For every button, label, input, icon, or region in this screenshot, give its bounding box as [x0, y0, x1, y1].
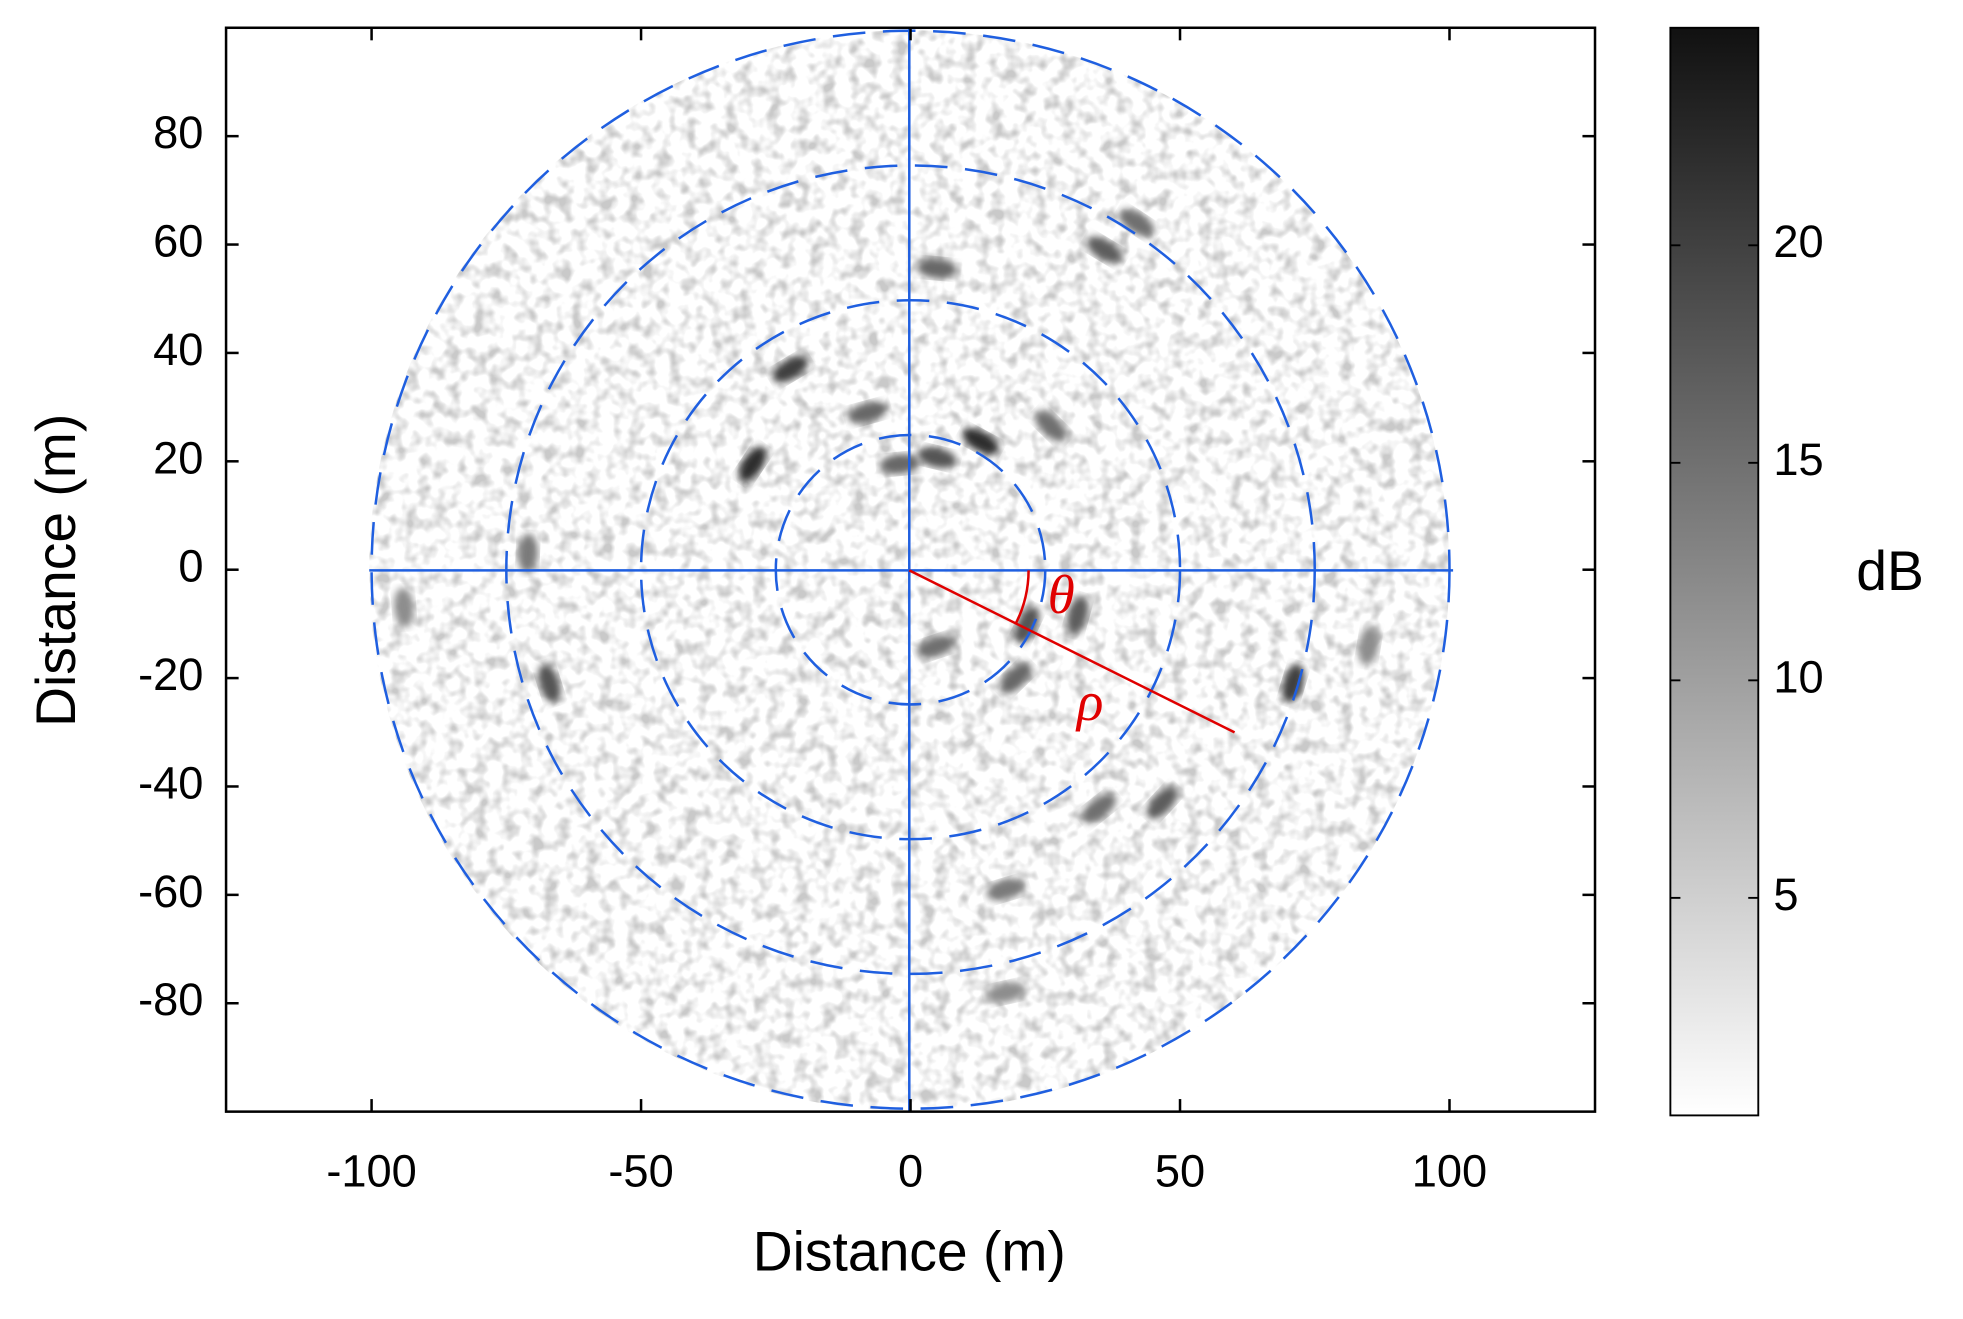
return-blob [962, 428, 999, 455]
x-tick-label: 0 [898, 1145, 923, 1196]
x-tick-label: 50 [1155, 1145, 1205, 1196]
y-tick-label: -80 [138, 974, 203, 1025]
y-tick-label: -20 [138, 649, 203, 700]
return-blob [916, 258, 957, 279]
return-blob [1119, 209, 1155, 237]
return-blob [538, 664, 561, 703]
return-blob [916, 635, 956, 659]
return-blob [999, 662, 1032, 694]
x-tick-label: 100 [1412, 1145, 1487, 1196]
y-tick-label: -60 [138, 866, 203, 917]
angle-arc [1014, 570, 1030, 624]
x-tick-label: -100 [326, 1145, 416, 1196]
return-blob [1146, 786, 1178, 819]
colorbar-tick-label: 5 [1773, 869, 1798, 920]
return-blob [986, 981, 1026, 1004]
x-tick-label: -50 [608, 1145, 673, 1196]
return-blob [986, 878, 1026, 901]
y-tick-label: 60 [153, 215, 203, 266]
x-axis-label: Distance (m) [753, 1221, 1066, 1283]
y-tick-label: 20 [153, 432, 203, 483]
return-blob [1066, 595, 1089, 635]
return-blob [917, 446, 957, 469]
y-tick-label: 40 [153, 324, 203, 375]
return-blob [1082, 793, 1117, 823]
return-blob [517, 533, 538, 574]
returns [393, 209, 1380, 1004]
y-tick-label: 0 [178, 541, 203, 592]
colorbar-tick-label: 10 [1773, 651, 1823, 702]
rho-label: ρ [1075, 671, 1104, 732]
return-blob [1034, 410, 1067, 442]
return-blob [393, 587, 415, 628]
return-blob [772, 355, 809, 383]
return-blob [1014, 606, 1040, 644]
return-blob [847, 401, 887, 424]
return-blob [738, 446, 767, 482]
y-tick-label: 80 [153, 107, 203, 158]
y-tick-label: -40 [138, 757, 203, 808]
range-ray [908, 569, 1236, 734]
colorbar-tick-label: 15 [1773, 434, 1823, 485]
colorbar-label: dB [1856, 540, 1924, 602]
y-axis-label: Distance (m) [25, 414, 87, 727]
theta-label: θ [1048, 564, 1075, 625]
return-blob [1281, 664, 1305, 703]
return-blob [1358, 625, 1380, 666]
return-blob [1086, 236, 1123, 264]
colorbar-tick-label: 20 [1773, 216, 1823, 267]
colorbar [1669, 26, 1760, 1117]
